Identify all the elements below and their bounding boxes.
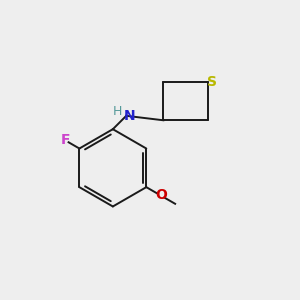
Text: H: H bbox=[112, 105, 122, 118]
Text: S: S bbox=[207, 75, 218, 88]
Text: N: N bbox=[123, 109, 135, 123]
Text: O: O bbox=[155, 188, 167, 203]
Text: F: F bbox=[61, 133, 70, 147]
